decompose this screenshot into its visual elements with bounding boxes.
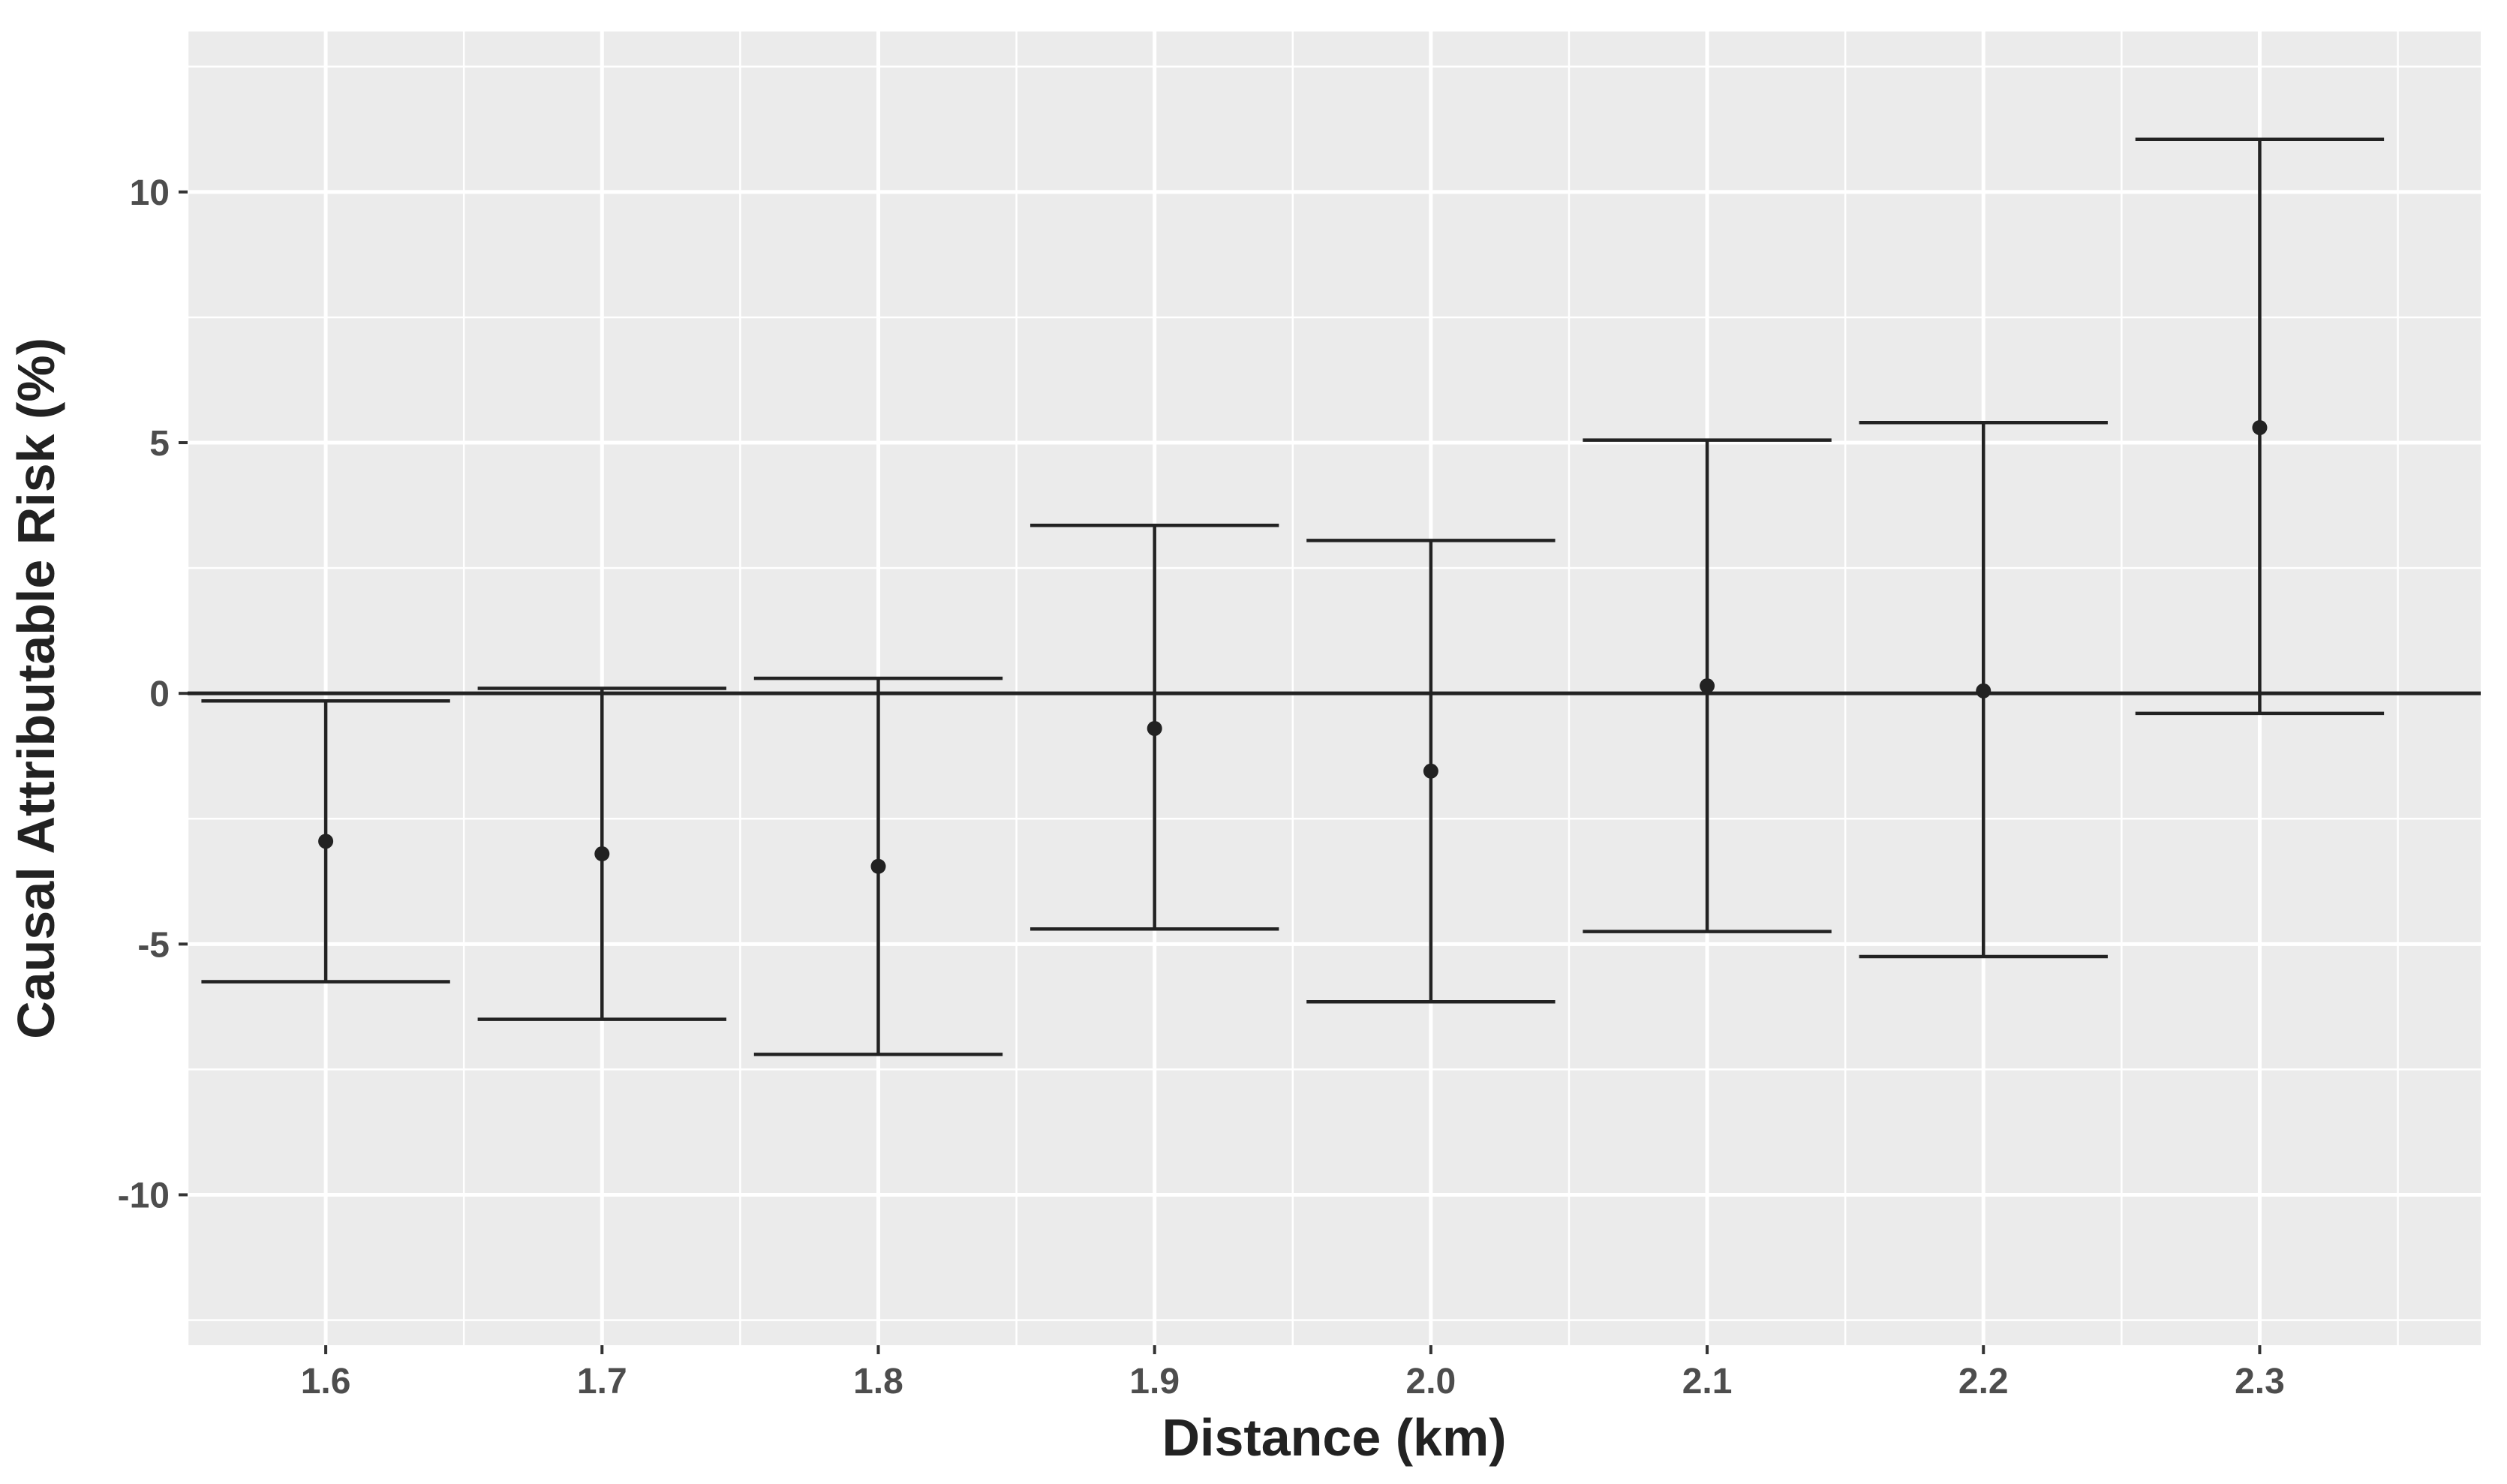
x-tick-label: 2.3	[2235, 1362, 2285, 1401]
error-bar-group	[2135, 137, 2385, 716]
y-axis: -10 -5 0 5 10	[118, 173, 188, 1216]
y-tick-label: 0	[149, 674, 170, 714]
error-bar-group	[201, 698, 450, 984]
point-estimate	[2252, 419, 2268, 435]
error-bars	[201, 137, 2385, 1056]
x-tick-label: 1.8	[853, 1362, 903, 1401]
x-axis-title: Distance (km)	[1162, 1408, 1506, 1467]
error-bar-group	[1859, 421, 2108, 959]
point-estimate	[1147, 720, 1162, 736]
x-tick-label: 1.7	[577, 1362, 627, 1401]
error-bar-group	[1583, 438, 1832, 933]
point-estimate	[318, 834, 334, 849]
error-bar-group	[1030, 524, 1279, 931]
x-tick-label: 2.2	[1958, 1362, 2009, 1401]
y-tick-label: 5	[149, 424, 170, 464]
x-tick-label: 2.0	[1406, 1362, 1456, 1401]
point-estimate	[1700, 678, 1715, 694]
x-tick-label: 1.9	[1129, 1362, 1180, 1401]
error-bar-group	[1306, 539, 1556, 1004]
minor-gridlines-y	[188, 65, 2481, 1321]
minor-gridlines-x	[186, 32, 2399, 1345]
y-tick-label: -5	[137, 925, 170, 965]
error-bar-group	[753, 676, 1003, 1056]
y-tick-label: -10	[118, 1176, 170, 1216]
y-tick-label: 10	[130, 173, 170, 213]
x-tick-label: 1.6	[301, 1362, 351, 1401]
point-estimate	[1423, 763, 1438, 779]
point-estimate	[594, 846, 610, 862]
x-axis: 1.6 1.7 1.8 1.9 2.0 2.1 2.2 2.3	[301, 1345, 2285, 1401]
x-tick-label: 2.1	[1682, 1362, 1733, 1401]
error-bar-group	[477, 686, 726, 1021]
y-axis-title: Causal Attributable Risk (%)	[7, 338, 65, 1039]
point-estimate	[870, 858, 886, 874]
point-estimate	[1976, 683, 1991, 698]
